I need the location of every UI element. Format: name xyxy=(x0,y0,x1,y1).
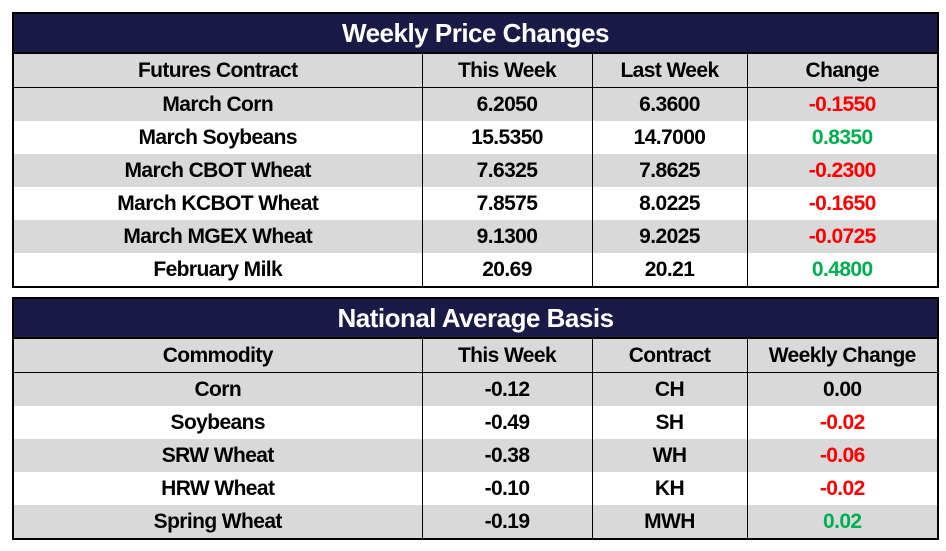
table-title: Weekly Price Changes xyxy=(13,13,938,54)
commodity-cell: Soybeans xyxy=(13,406,422,439)
column-header: Commodity xyxy=(13,338,422,373)
commodity-cell: HRW Wheat xyxy=(13,472,422,505)
column-header: This Week xyxy=(421,338,592,373)
table-row: March Corn 6.2050 6.3600 -0.1550 xyxy=(13,87,938,121)
column-header: Futures Contract xyxy=(13,53,422,88)
contract-cell: February Milk xyxy=(13,253,422,287)
this-week-cell: 15.5350 xyxy=(421,121,592,154)
table-title: National Average Basis xyxy=(13,298,938,339)
change-cell: 0.8350 xyxy=(746,121,938,154)
table-row: Soybeans -0.49 SH -0.02 xyxy=(13,406,938,439)
commodity-cell: Spring Wheat xyxy=(13,505,422,539)
last-week-cell: 7.8625 xyxy=(591,154,747,187)
contract-cell: March KCBOT Wheat xyxy=(13,187,422,220)
table-row: Spring Wheat -0.19 MWH 0.02 xyxy=(13,505,938,539)
contract-cell: CH xyxy=(591,372,747,406)
weekly-change-cell: -0.06 xyxy=(746,439,938,472)
last-week-cell: 14.7000 xyxy=(591,121,747,154)
last-week-cell: 9.2025 xyxy=(591,220,747,253)
this-week-cell: 9.1300 xyxy=(421,220,592,253)
this-week-cell: -0.49 xyxy=(421,406,592,439)
table-row: Corn -0.12 CH 0.00 xyxy=(13,372,938,406)
this-week-cell: 6.2050 xyxy=(421,87,592,121)
contract-cell: March Soybeans xyxy=(13,121,422,154)
this-week-cell: 20.69 xyxy=(421,253,592,287)
column-header: This Week xyxy=(421,53,592,88)
last-week-cell: 20.21 xyxy=(591,253,747,287)
commodity-cell: SRW Wheat xyxy=(13,439,422,472)
this-week-cell: -0.12 xyxy=(421,372,592,406)
last-week-cell: 6.3600 xyxy=(591,87,747,121)
contract-cell: MWH xyxy=(591,505,747,539)
contract-cell: March CBOT Wheat xyxy=(13,154,422,187)
column-header: Weekly Change xyxy=(746,338,938,373)
weekly-change-cell: -0.02 xyxy=(746,472,938,505)
table-row: February Milk 20.69 20.21 0.4800 xyxy=(13,253,938,287)
column-header: Contract xyxy=(591,338,747,373)
contract-cell: March MGEX Wheat xyxy=(13,220,422,253)
contract-cell: KH xyxy=(591,472,747,505)
this-week-cell: -0.10 xyxy=(421,472,592,505)
column-header: Change xyxy=(746,53,938,88)
table-row: March Soybeans 15.5350 14.7000 0.8350 xyxy=(13,121,938,154)
this-week-cell: -0.38 xyxy=(421,439,592,472)
contract-cell: March Corn xyxy=(13,87,422,121)
weekly-price-changes-table: Weekly Price Changes Futures Contract Th… xyxy=(12,12,939,288)
weekly-change-cell: 0.02 xyxy=(746,505,938,539)
table-row: March MGEX Wheat 9.1300 9.2025 -0.0725 xyxy=(13,220,938,253)
header-row: Futures Contract This Week Last Week Cha… xyxy=(13,53,938,88)
column-header: Last Week xyxy=(591,53,747,88)
change-cell: -0.1550 xyxy=(746,87,938,121)
table-row: SRW Wheat -0.38 WH -0.06 xyxy=(13,439,938,472)
contract-cell: WH xyxy=(591,439,747,472)
this-week-cell: -0.19 xyxy=(421,505,592,539)
national-average-basis-table: National Average Basis Commodity This We… xyxy=(12,297,939,540)
weekly-change-cell: 0.00 xyxy=(746,372,938,406)
contract-cell: SH xyxy=(591,406,747,439)
table-row: March CBOT Wheat 7.6325 7.8625 -0.2300 xyxy=(13,154,938,187)
change-cell: -0.0725 xyxy=(746,220,938,253)
table-row: March KCBOT Wheat 7.8575 8.0225 -0.1650 xyxy=(13,187,938,220)
change-cell: 0.4800 xyxy=(746,253,938,287)
change-cell: -0.1650 xyxy=(746,187,938,220)
commodity-cell: Corn xyxy=(13,372,422,406)
this-week-cell: 7.6325 xyxy=(421,154,592,187)
header-row: Commodity This Week Contract Weekly Chan… xyxy=(13,338,938,373)
table-row: HRW Wheat -0.10 KH -0.02 xyxy=(13,472,938,505)
last-week-cell: 8.0225 xyxy=(591,187,747,220)
weekly-change-cell: -0.02 xyxy=(746,406,938,439)
this-week-cell: 7.8575 xyxy=(421,187,592,220)
change-cell: -0.2300 xyxy=(746,154,938,187)
